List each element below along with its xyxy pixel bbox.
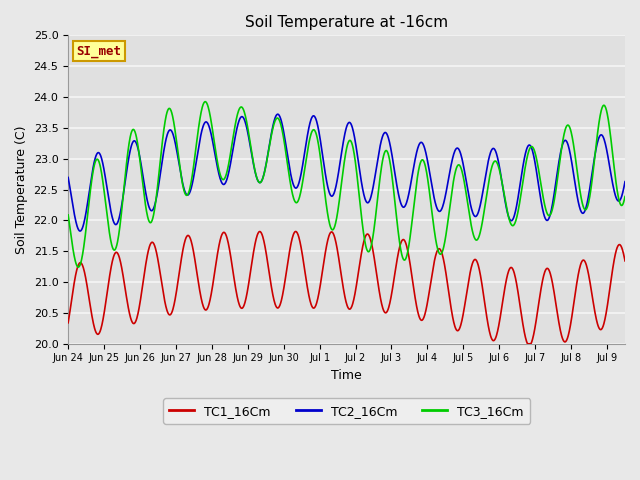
TC2_16Cm xyxy=(313,119,321,124)
Legend: TC1_16Cm, TC2_16Cm, TC3_16Cm: TC1_16Cm, TC2_16Cm, TC3_16Cm xyxy=(163,398,530,424)
TC3_16Cm xyxy=(382,148,390,154)
TC2_16Cm xyxy=(323,179,330,185)
TC3_16Cm xyxy=(202,99,209,105)
Line: TC1_16Cm: TC1_16Cm xyxy=(68,231,625,344)
TC2_16Cm xyxy=(64,175,72,180)
Title: Soil Temperature at -16cm: Soil Temperature at -16cm xyxy=(245,15,448,30)
TC1_16Cm xyxy=(524,341,531,347)
TC1_16Cm xyxy=(292,228,300,234)
TC3_16Cm xyxy=(323,205,330,211)
TC2_16Cm xyxy=(382,130,390,135)
TC3_16Cm xyxy=(108,241,115,247)
TC2_16Cm xyxy=(76,228,84,234)
Y-axis label: Soil Temperature (C): Soil Temperature (C) xyxy=(15,125,28,254)
TC3_16Cm xyxy=(301,163,309,169)
TC2_16Cm xyxy=(301,146,309,152)
TC3_16Cm xyxy=(131,127,138,133)
TC1_16Cm xyxy=(312,301,320,307)
X-axis label: Time: Time xyxy=(332,369,362,382)
TC1_16Cm xyxy=(381,310,389,316)
TC1_16Cm xyxy=(301,268,308,274)
TC1_16Cm xyxy=(621,258,629,264)
TC1_16Cm xyxy=(108,264,115,269)
TC3_16Cm xyxy=(74,264,82,270)
TC3_16Cm xyxy=(313,133,321,139)
TC2_16Cm xyxy=(131,138,138,144)
TC3_16Cm xyxy=(621,193,629,199)
TC1_16Cm xyxy=(130,321,138,326)
TC1_16Cm xyxy=(323,244,330,250)
Text: SI_met: SI_met xyxy=(77,45,122,58)
TC3_16Cm xyxy=(64,212,72,218)
TC1_16Cm xyxy=(64,320,72,325)
Line: TC3_16Cm: TC3_16Cm xyxy=(68,102,625,267)
TC2_16Cm xyxy=(108,212,115,217)
Line: TC2_16Cm: TC2_16Cm xyxy=(68,114,625,231)
TC2_16Cm xyxy=(274,111,282,117)
TC2_16Cm xyxy=(621,179,629,184)
